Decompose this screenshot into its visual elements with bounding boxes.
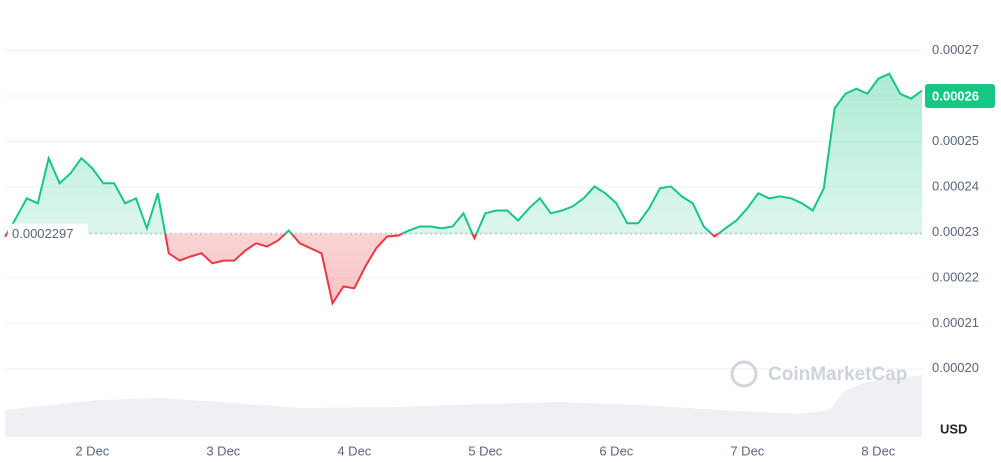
price-line-up bbox=[5, 72, 923, 234]
price-tag-label: 0.00026 bbox=[932, 88, 979, 103]
x-tick-label: 6 Dec bbox=[599, 443, 633, 458]
y-tick-label: 0.00024 bbox=[932, 178, 979, 193]
y-tick-label: 0.00022 bbox=[932, 269, 979, 284]
price-line-down bbox=[4, 233, 720, 306]
area-down bbox=[5, 233, 922, 304]
x-tick-label: 7 Dec bbox=[730, 443, 764, 458]
x-tick-label: 8 Dec bbox=[861, 443, 895, 458]
baseline-label-bg bbox=[8, 223, 88, 244]
y-tick-label: 0.00021 bbox=[932, 315, 979, 330]
x-tick-label: 5 Dec bbox=[468, 443, 502, 458]
plot: 0.0002297 bbox=[4, 72, 923, 306]
y-tick-label: 0.00025 bbox=[932, 133, 979, 148]
volume-area bbox=[5, 375, 922, 437]
price-tag bbox=[925, 83, 995, 108]
area-up bbox=[6, 73, 922, 234]
watermark-text: CoinMarketCap bbox=[768, 364, 907, 385]
y-tick-label: 0.00020 bbox=[932, 360, 979, 375]
x-tick-label: 3 Dec bbox=[206, 443, 240, 458]
currency-label: USD bbox=[940, 421, 967, 436]
x-tick-label: 4 Dec bbox=[337, 443, 371, 458]
y-tick-label: 0.00023 bbox=[932, 224, 979, 239]
x-tick-label: 2 Dec bbox=[75, 443, 109, 458]
baseline-label: 0.0002297 bbox=[12, 226, 73, 241]
y-tick-label: 0.00027 bbox=[932, 42, 979, 57]
watermark: CoinMarketCap bbox=[730, 360, 907, 388]
